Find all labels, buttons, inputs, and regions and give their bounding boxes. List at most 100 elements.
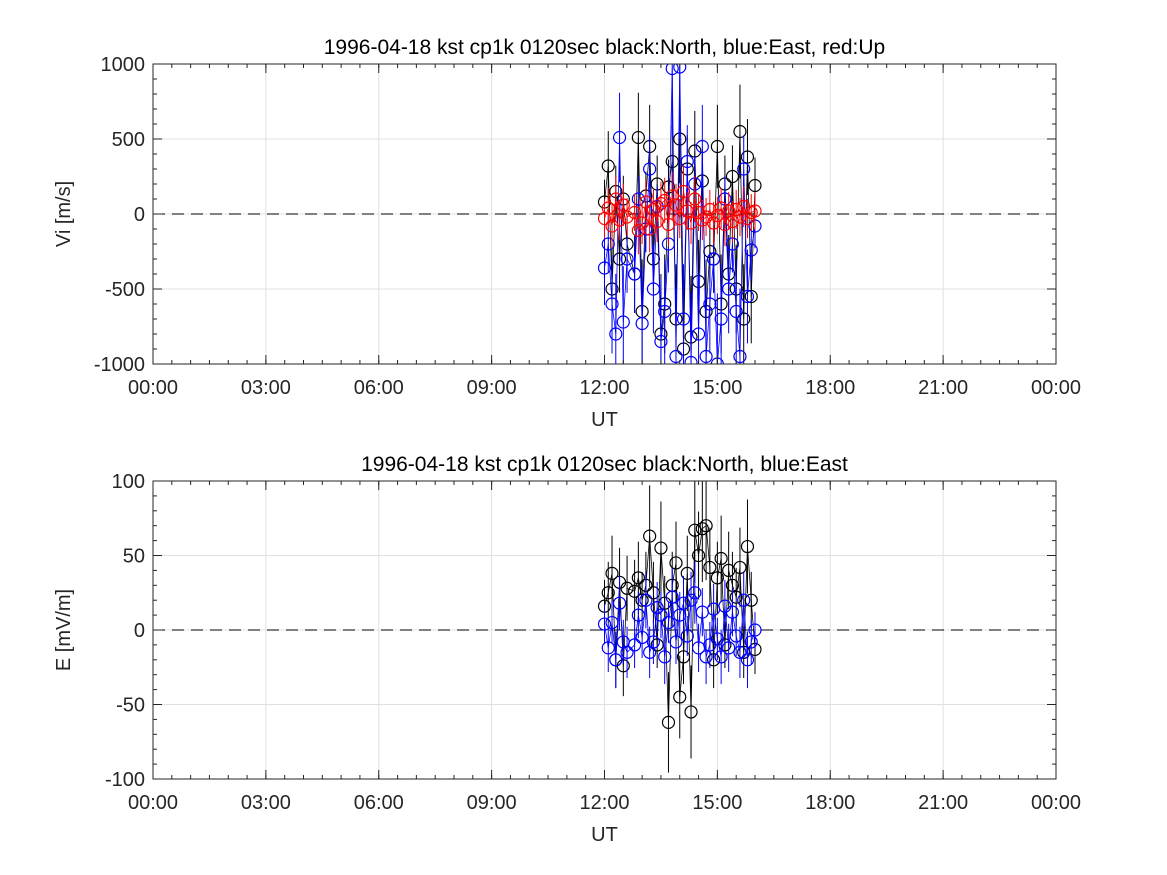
data-point xyxy=(676,596,691,610)
velocity-x-axis-label: UT xyxy=(591,409,618,431)
data-point xyxy=(601,159,615,173)
data-point xyxy=(631,130,645,145)
series-up xyxy=(597,165,762,255)
y-tick-label: 0 xyxy=(134,620,145,642)
y-tick-label: 100 xyxy=(112,471,145,493)
data-point xyxy=(710,632,724,646)
data-point xyxy=(722,641,736,655)
data-point xyxy=(639,593,653,607)
data-point xyxy=(680,566,694,580)
data-point xyxy=(665,590,679,604)
data-point xyxy=(688,523,702,537)
data-point xyxy=(714,650,728,664)
data-point xyxy=(669,635,683,649)
data-point xyxy=(639,195,653,209)
data-point xyxy=(612,596,627,610)
efield-y-axis-label: E [mV/m] xyxy=(53,589,75,671)
data-point xyxy=(725,214,740,229)
data-point xyxy=(665,64,679,76)
data-point xyxy=(744,593,758,607)
data-point xyxy=(627,267,642,281)
data-point xyxy=(733,560,747,575)
data-point xyxy=(627,638,642,652)
data-point xyxy=(631,571,645,585)
data-point xyxy=(643,162,657,176)
x-tick-label: 09:00 xyxy=(467,377,517,399)
data-point xyxy=(605,615,619,630)
data-point xyxy=(740,289,755,304)
data-point xyxy=(729,304,743,319)
data-point xyxy=(703,560,717,575)
y-tick-label: 500 xyxy=(112,129,145,151)
data-point xyxy=(737,162,751,176)
data-point xyxy=(729,629,743,643)
data-point xyxy=(616,315,630,329)
x-tick-label: 21:00 xyxy=(918,377,968,399)
data-point xyxy=(665,189,679,203)
data-point xyxy=(654,608,668,622)
data-point xyxy=(676,184,691,199)
data-point xyxy=(714,312,728,326)
data-point xyxy=(748,204,762,218)
data-point xyxy=(658,650,672,664)
y-tick-label: -50 xyxy=(116,695,145,717)
x-tick-label: 03:00 xyxy=(241,377,291,399)
data-point xyxy=(744,635,758,649)
data-point xyxy=(601,201,615,215)
x-tick-label: 00:00 xyxy=(128,377,178,399)
data-point xyxy=(676,650,691,664)
data-point xyxy=(605,297,619,311)
x-tick-label: 21:00 xyxy=(918,792,968,814)
y-tick-label: 0 xyxy=(134,204,145,226)
data-point xyxy=(737,593,751,607)
data-point xyxy=(688,586,702,600)
data-point xyxy=(748,178,762,193)
x-tick-label: 12:00 xyxy=(579,377,629,399)
data-point xyxy=(673,211,687,226)
data-point xyxy=(646,635,661,649)
data-point xyxy=(635,593,649,607)
data-point xyxy=(703,297,717,311)
data-point xyxy=(740,539,755,554)
data-point xyxy=(722,282,736,296)
electric-field-panel: 00:00 03:00 06:00 09:00 12:00 15:00 18:00 21:00… xyxy=(53,453,1081,846)
data-point xyxy=(627,205,642,220)
data-layer xyxy=(597,481,762,773)
data-point xyxy=(612,213,627,227)
series-east xyxy=(597,561,762,689)
data-point xyxy=(684,355,698,364)
data-point xyxy=(646,586,661,600)
data-point xyxy=(661,180,676,194)
x-tick-label: 00:00 xyxy=(128,792,178,814)
data-point xyxy=(620,252,634,266)
y-tick-label: -100 xyxy=(105,769,145,791)
data-point xyxy=(597,261,612,275)
data-point xyxy=(601,586,615,600)
data-point xyxy=(725,605,740,619)
data-point xyxy=(650,638,664,652)
data-point xyxy=(740,653,755,667)
data-point xyxy=(620,581,634,595)
data-point xyxy=(729,590,743,604)
x-tick-label: 18:00 xyxy=(805,792,855,814)
data-point xyxy=(695,139,709,154)
data-point xyxy=(635,316,649,331)
data-point xyxy=(646,282,661,296)
data-point xyxy=(684,705,698,719)
x-tick-label: 15:00 xyxy=(692,377,742,399)
x-tick-label: 00:00 xyxy=(1031,792,1081,814)
data-point xyxy=(673,690,687,704)
data-point xyxy=(654,334,668,349)
y-tick-label: 50 xyxy=(123,546,145,568)
data-point xyxy=(744,289,758,304)
data-point xyxy=(744,243,758,257)
data-point xyxy=(658,193,672,208)
data-point xyxy=(748,623,762,637)
data-point xyxy=(643,529,657,543)
x-tick-label: 06:00 xyxy=(354,792,404,814)
y-tick-label: 1000 xyxy=(101,54,146,76)
data-point xyxy=(699,650,713,664)
data-point xyxy=(669,556,683,570)
data-point xyxy=(601,641,615,655)
